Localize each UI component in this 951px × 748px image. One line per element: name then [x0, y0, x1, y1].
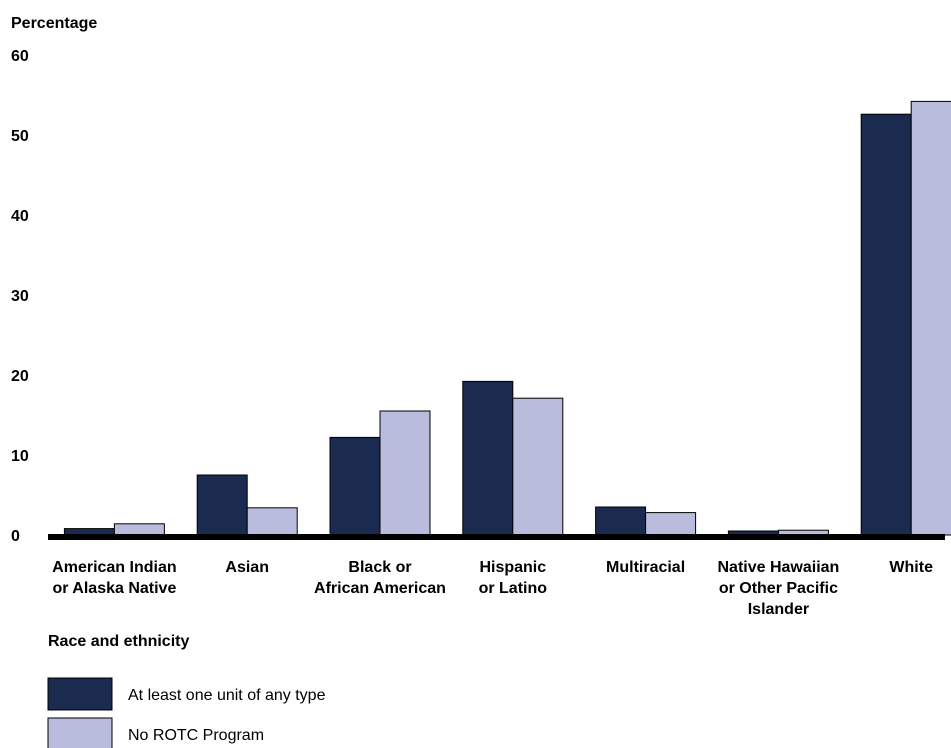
bar-any-unit	[462, 380, 514, 536]
y-tick-label: 40	[11, 208, 29, 225]
y-tick-label: 0	[11, 528, 20, 545]
category-label: White	[889, 559, 933, 576]
y-axis-title: Percentage	[11, 15, 97, 32]
bar-no-rotc	[246, 507, 298, 536]
bar-no-rotc	[113, 523, 165, 536]
category-label: Asian	[225, 559, 269, 576]
y-tick-label: 20	[11, 368, 29, 385]
y-tick-labels: 0 10 20 30 40 50 60	[11, 48, 29, 545]
bar-no-rotc	[645, 512, 697, 536]
category-label: Black or African American	[314, 559, 446, 597]
bar-no-rotc	[512, 397, 564, 536]
bars	[63, 100, 951, 536]
x-axis-line	[48, 534, 945, 540]
category-label: Multiracial	[606, 559, 685, 576]
bar-any-unit	[196, 474, 248, 536]
category-labels: American Indian or Alaska Native Asian Blac…	[52, 559, 933, 618]
legend-swatch	[47, 677, 113, 711]
y-tick-label: 60	[11, 48, 29, 65]
category-label: Hispanic or Latino	[479, 559, 548, 597]
legend-swatch	[47, 717, 113, 748]
y-tick-label: 50	[11, 128, 29, 145]
bar-any-unit	[595, 506, 647, 536]
legend: At least one unit of any type No ROTC Pro…	[47, 677, 326, 748]
x-axis-title: Race and ethnicity	[48, 633, 189, 650]
category-label: Native Hawaiian or Other Pacific Islander	[717, 559, 839, 618]
y-tick-label: 10	[11, 448, 29, 465]
legend-label: At least one unit of any type	[128, 687, 326, 704]
bar-no-rotc	[910, 100, 951, 536]
bar-any-unit	[329, 436, 381, 536]
bar-any-unit	[860, 113, 912, 536]
y-tick-label: 30	[11, 288, 29, 305]
bar-no-rotc	[379, 410, 431, 536]
legend-label: No ROTC Program	[128, 727, 264, 744]
category-label: American Indian or Alaska Native	[52, 559, 176, 597]
